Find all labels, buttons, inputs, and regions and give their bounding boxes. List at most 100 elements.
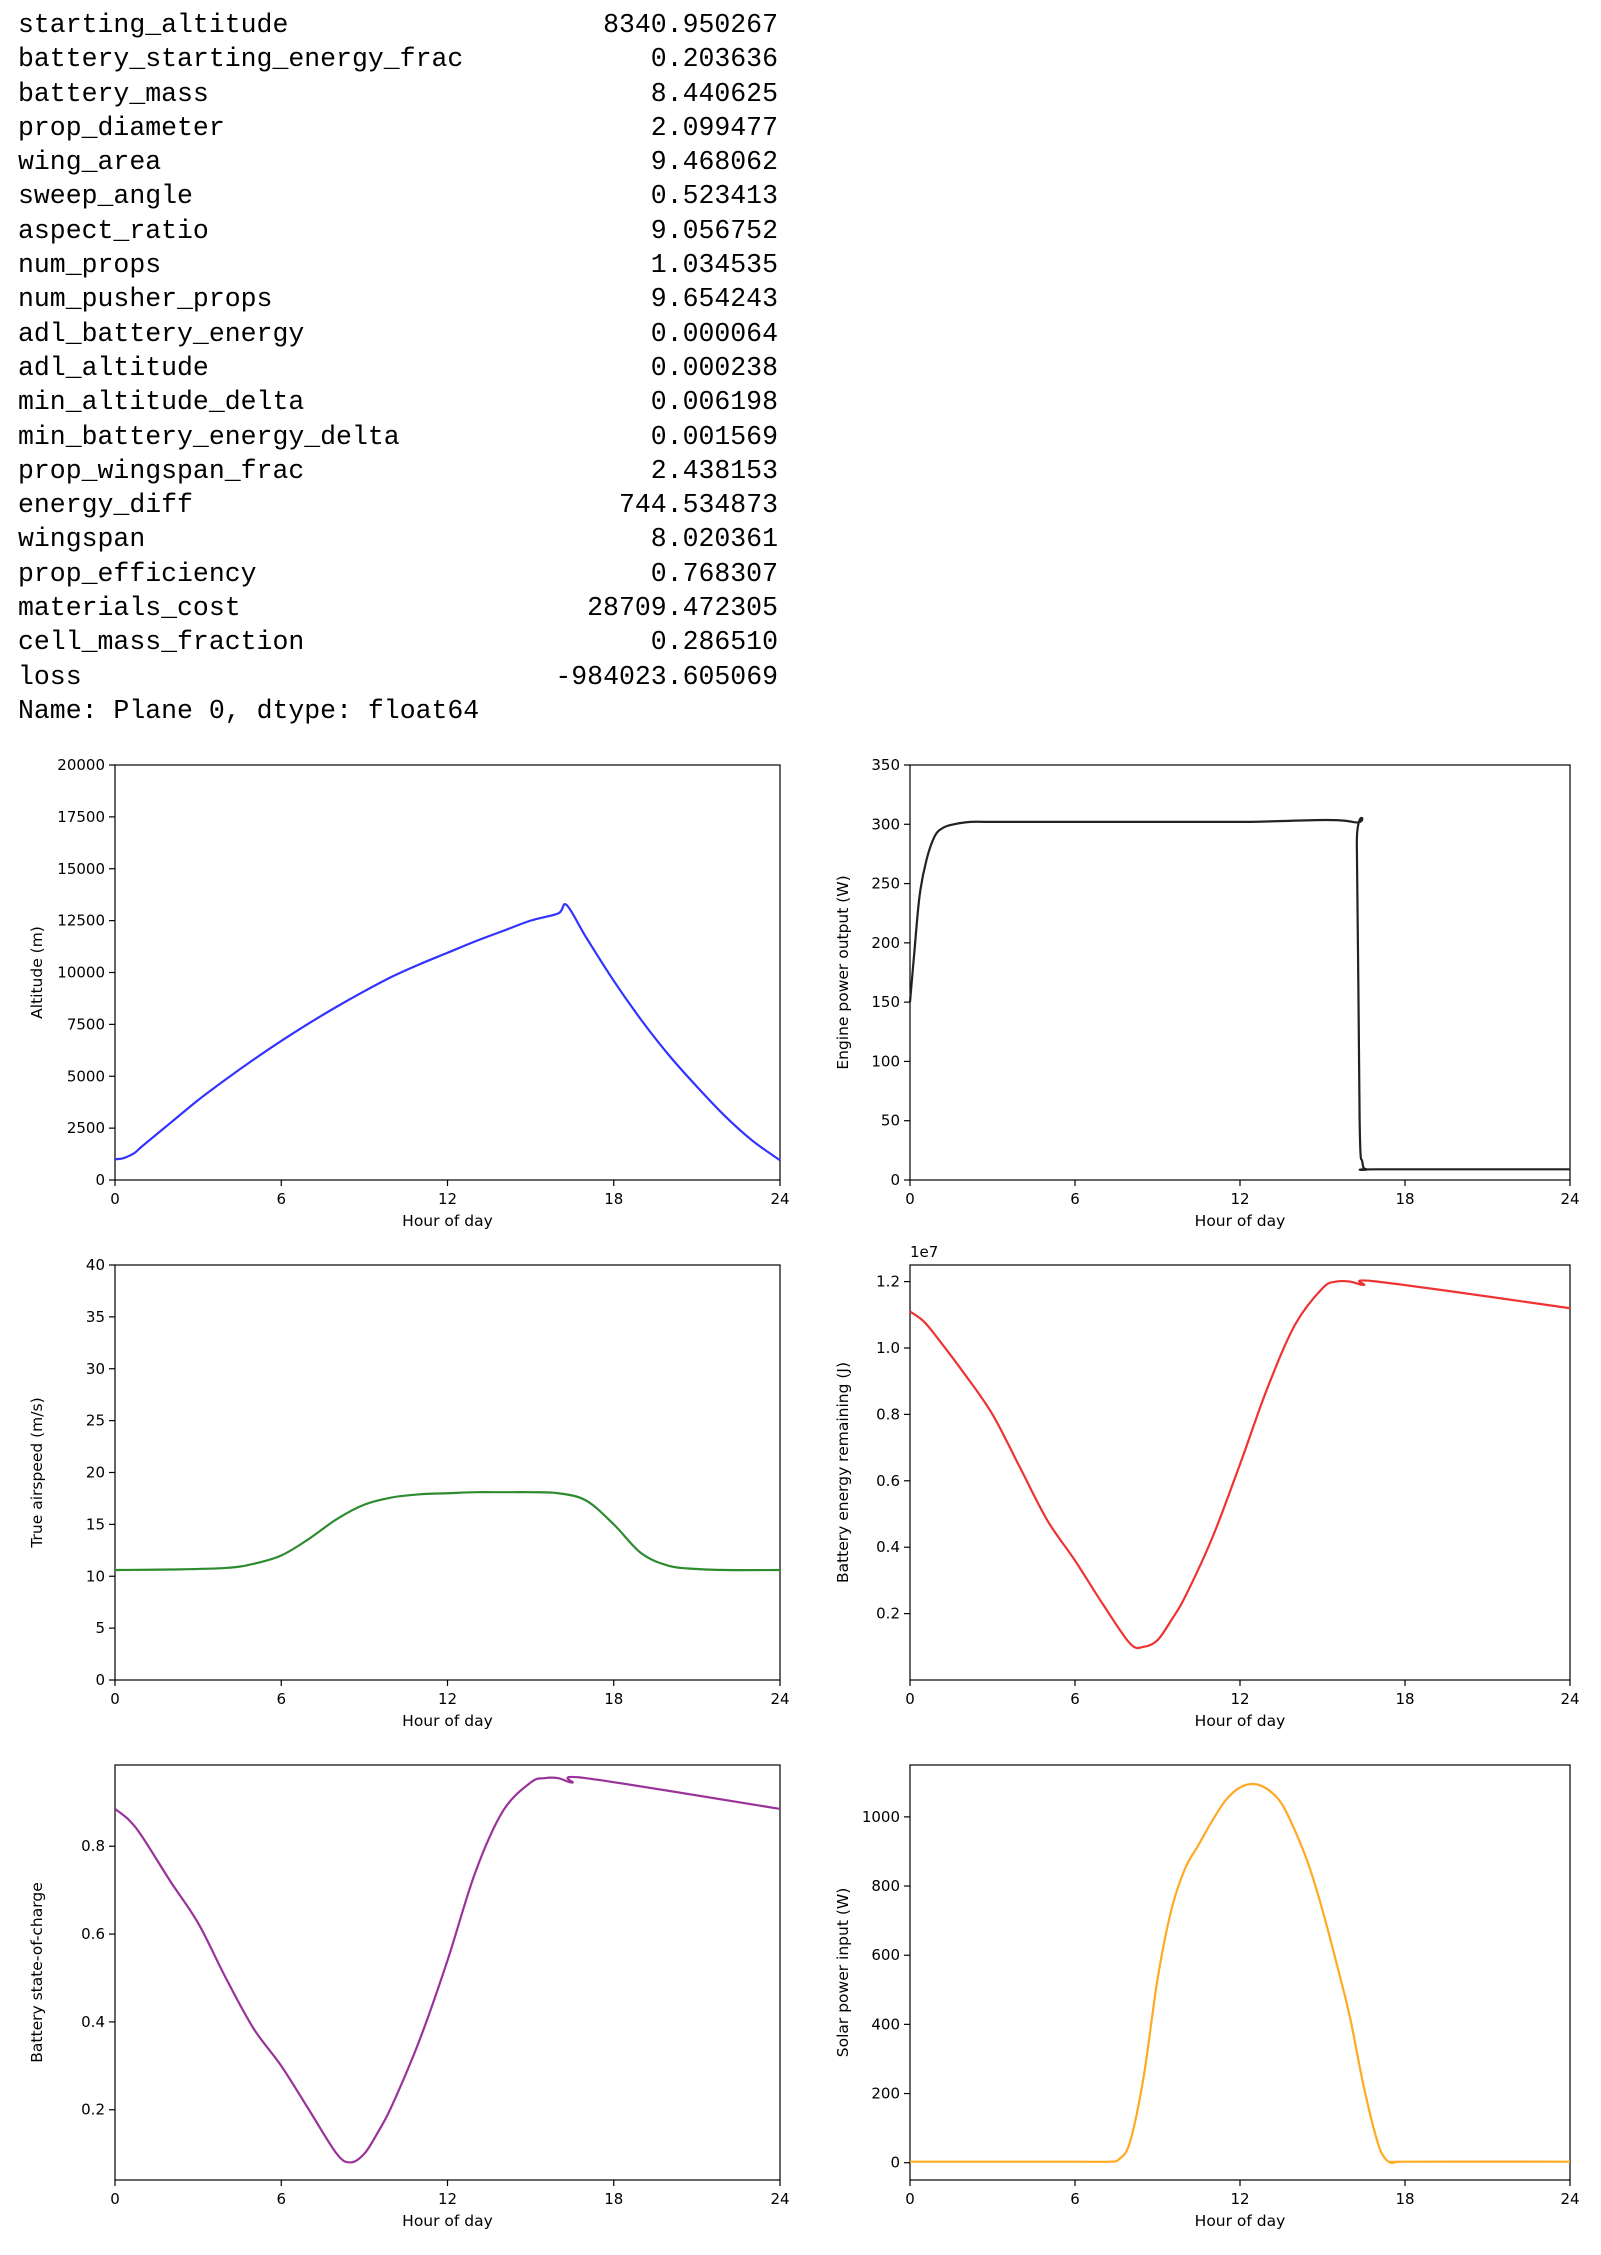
y-tick-label: 200	[871, 2085, 900, 2103]
x-axis-label: Hour of day	[1195, 2212, 1286, 2230]
y-tick-label: 15000	[57, 860, 105, 878]
series-value: 28709.472305	[587, 593, 778, 624]
series-line	[909, 1279, 1571, 1650]
x-axis-label: Hour of day	[1195, 1712, 1286, 1730]
y-tick-label: 17500	[57, 808, 105, 826]
x-tick-label: 24	[1560, 2190, 1579, 2208]
x-tick-label: 18	[1395, 2190, 1414, 2208]
x-tick-label: 0	[110, 1190, 120, 1208]
series-key: prop_efficiency	[18, 558, 257, 589]
series-row: prop_wingspan_frac 2.438153	[18, 454, 778, 488]
y-axis-label: Engine power output (W)	[834, 875, 852, 1069]
x-tick-label: 0	[905, 1190, 915, 1208]
series-row: adl_altitude 0.000238	[18, 351, 778, 385]
y-tick-label: 7500	[67, 1015, 105, 1033]
series-key: aspect_ratio	[18, 215, 209, 246]
series-name-label: Name:	[18, 695, 98, 726]
x-tick-label: 12	[1230, 2190, 1249, 2208]
y-tick-label: 5	[95, 1619, 105, 1637]
x-tick-label: 0	[905, 1690, 915, 1708]
x-axis-label: Hour of day	[402, 2212, 493, 2230]
x-tick-label: 12	[438, 2190, 457, 2208]
y-axis-label: Altitude (m)	[28, 926, 46, 1019]
x-axis-label: Hour of day	[1195, 1212, 1286, 1230]
y-tick-label: 15	[86, 1515, 105, 1533]
series-key: prop_diameter	[18, 112, 225, 143]
y-tick-label: 2500	[67, 1119, 105, 1137]
y-tick-label: 20	[86, 1464, 105, 1482]
series-value: 0.523413	[650, 181, 778, 212]
axes-frame	[114, 1764, 781, 2181]
series-value: 8.440625	[650, 78, 778, 109]
series-value: 0.006198	[650, 387, 778, 418]
series-key: adl_altitude	[18, 352, 209, 383]
series-value: 8340.950267	[603, 10, 778, 40]
series-key: cell_mass_fraction	[18, 627, 305, 658]
y-tick-label: 0.2	[81, 2101, 105, 2119]
series-row: energy_diff 744.534873	[18, 488, 778, 522]
series-key: wingspan	[18, 524, 146, 555]
y-tick-label: 5000	[67, 1067, 105, 1085]
x-tick-label: 18	[604, 2190, 623, 2208]
series-key: sweep_angle	[18, 181, 193, 212]
y-tick-label: 100	[871, 1052, 900, 1070]
y-offset-label: 1e7	[910, 1243, 938, 1261]
x-tick-label: 18	[604, 1690, 623, 1708]
series-dtype-label: dtype:	[256, 695, 352, 726]
series-value: 9.654243	[650, 284, 778, 315]
series-value: 0.286510	[650, 627, 778, 658]
series-row: min_battery_energy_delta 0.001569	[18, 420, 778, 454]
y-tick-label: 40	[86, 1256, 105, 1274]
x-tick-label: 24	[1560, 1190, 1579, 1208]
y-tick-label: 0.8	[876, 1405, 900, 1423]
series-line	[114, 1775, 781, 2164]
y-tick-label: 200	[871, 934, 900, 952]
x-tick-label: 12	[1230, 1690, 1249, 1708]
x-tick-label: 6	[1070, 1690, 1080, 1708]
series-line	[908, 816, 1570, 1171]
x-tick-label: 12	[1230, 1190, 1249, 1208]
series-line	[114, 903, 781, 1162]
series-key: loss	[18, 661, 82, 692]
y-axis-label: True airspeed (m/s)	[28, 1397, 46, 1548]
x-tick-label: 18	[604, 1190, 623, 1208]
y-tick-label: 150	[871, 993, 900, 1011]
series-value: 0.768307	[650, 558, 778, 589]
series-row: adl_battery_energy 0.000064	[18, 317, 778, 351]
series-key: materials_cost	[18, 593, 241, 624]
y-tick-label: 0.4	[81, 2013, 105, 2031]
series-value: 2.438153	[650, 455, 778, 486]
series-name-value: Plane 0,	[113, 695, 241, 726]
engine-power-chart: 0 6 12 18 24 0 50 100 150 200 250 300 350 Hour of day…	[834, 756, 1580, 1230]
y-tick-label: 600	[871, 1946, 900, 1964]
x-tick-label: 24	[770, 2190, 789, 2208]
axes-frame	[909, 1764, 1571, 2181]
series-row: min_altitude_delta 0.006198	[18, 385, 778, 419]
y-tick-label: 10000	[57, 964, 105, 982]
y-tick-label: 35	[86, 1308, 105, 1326]
y-tick-label: 50	[881, 1112, 900, 1130]
series-value: 9.468062	[650, 147, 778, 178]
series-value: -984023.605069	[555, 661, 778, 692]
series-value: 8.020361	[650, 524, 778, 555]
x-axis-label: Hour of day	[402, 1212, 493, 1230]
y-tick-label: 0	[95, 1171, 105, 1189]
x-tick-label: 6	[276, 2190, 286, 2208]
y-tick-label: 300	[871, 815, 900, 833]
series-row: prop_efficiency 0.768307	[18, 557, 778, 591]
y-tick-label: 1.2	[876, 1273, 900, 1291]
axes-frame	[909, 764, 1571, 1181]
x-tick-label: 6	[1070, 1190, 1080, 1208]
y-tick-label: 0.8	[81, 1837, 105, 1855]
y-tick-label: 350	[871, 756, 900, 774]
series-value: 9.056752	[650, 215, 778, 246]
y-tick-label: 0.6	[876, 1472, 900, 1490]
series-key: battery_mass	[18, 78, 209, 109]
series-key: num_props	[18, 250, 162, 281]
series-key: num_pusher_props	[18, 284, 273, 315]
series-key: min_battery_energy_delta	[18, 421, 400, 452]
series-value: 0.001569	[650, 421, 778, 452]
x-tick-label: 0	[905, 2190, 915, 2208]
x-tick-label: 24	[770, 1690, 789, 1708]
series-value: 744.534873	[618, 490, 778, 521]
